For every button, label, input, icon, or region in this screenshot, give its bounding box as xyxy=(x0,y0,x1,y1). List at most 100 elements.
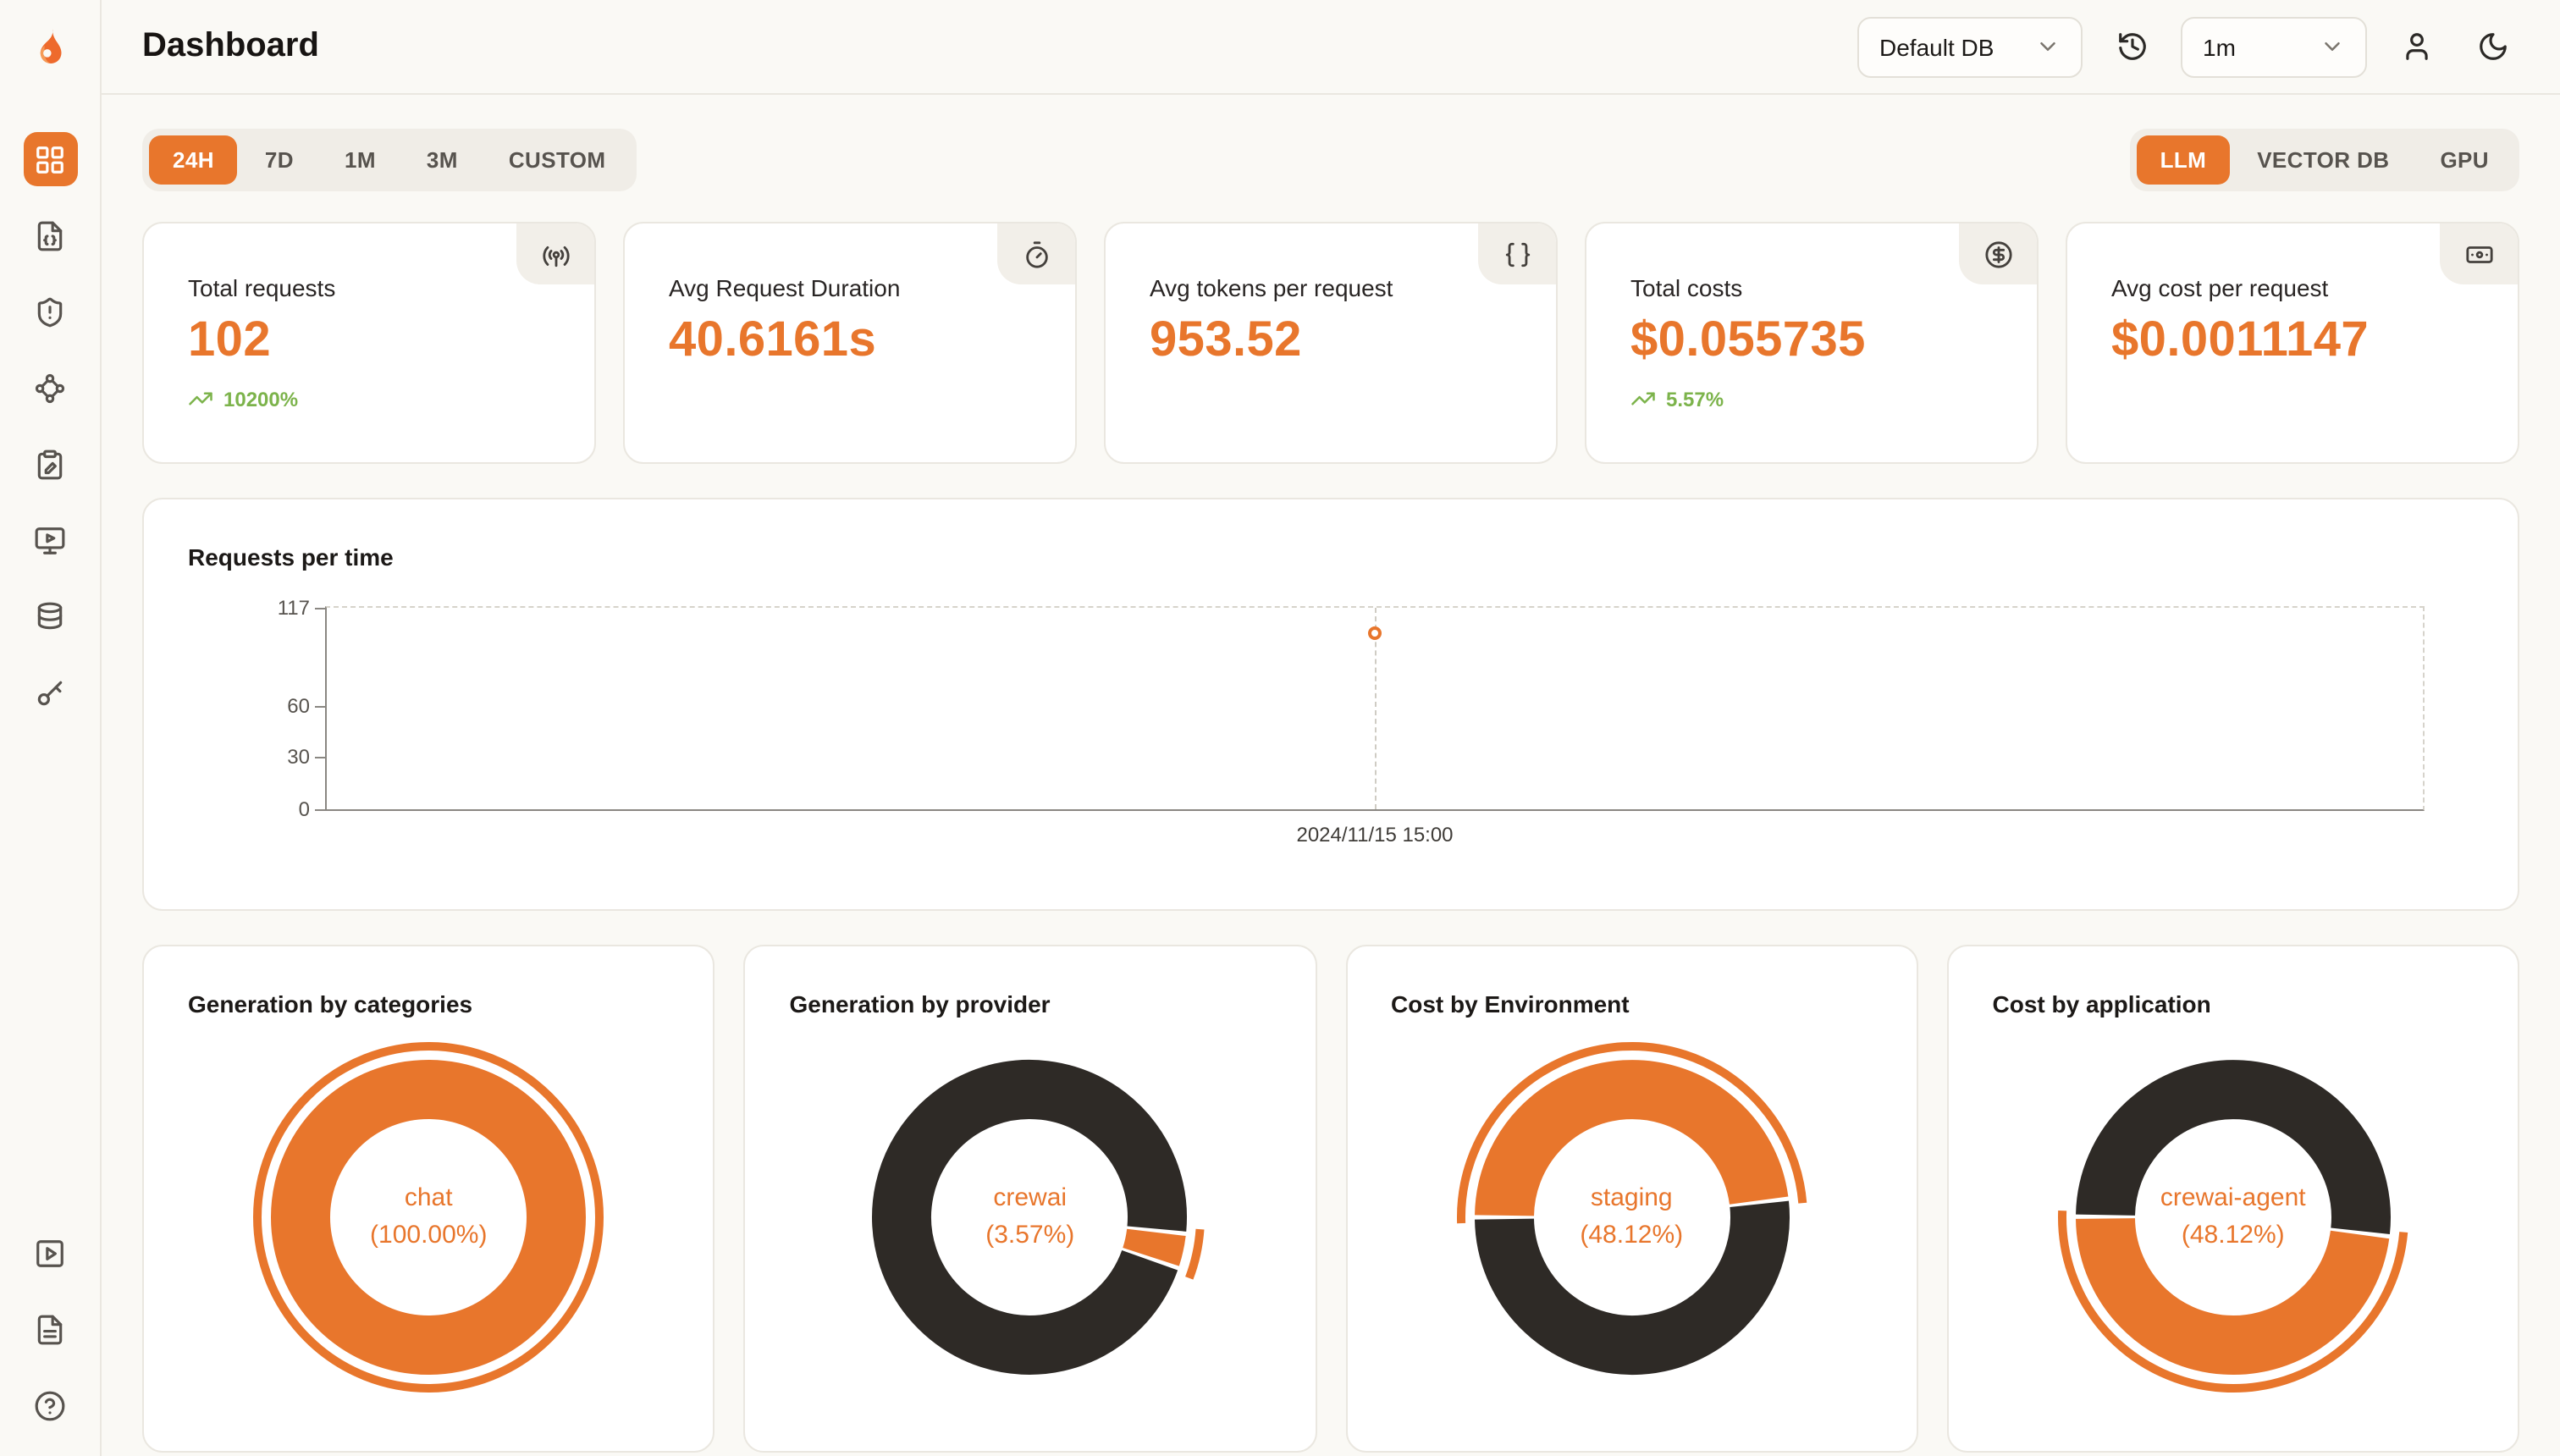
tab-1m[interactable]: 1M xyxy=(321,135,400,185)
donut-chart[interactable]: staging (48.12%) xyxy=(1452,1038,1811,1397)
tab-gpu[interactable]: GPU xyxy=(2416,135,2513,185)
filter-bar: 24H 7D 1M 3M CUSTOM LLM VECTOR DB GPU xyxy=(142,129,2519,191)
refresh-rate-select[interactable]: 1m xyxy=(2181,16,2367,77)
chart-title: Cost by application xyxy=(1992,990,2211,1018)
donut-chart[interactable]: chat (100.00%) xyxy=(249,1038,608,1397)
chevron-down-icon xyxy=(2040,42,2055,51)
stat-icon-badge xyxy=(1959,223,2037,284)
chart-title: Cost by Environment xyxy=(1391,990,1630,1018)
sidebar-item-traces[interactable] xyxy=(23,361,77,415)
database-icon xyxy=(37,601,63,629)
y-axis-tick-label: 117 xyxy=(277,596,310,620)
key-icon xyxy=(37,680,63,705)
tab-llm[interactable]: LLM xyxy=(2136,135,2231,185)
flame-logo-icon xyxy=(40,28,62,63)
stat-label: Avg cost per request xyxy=(2111,274,2329,301)
donut-chart[interactable]: crewai-agent (48.12%) xyxy=(2054,1038,2413,1397)
stat-label: Avg Request Duration xyxy=(669,274,901,301)
circle-dollar-icon xyxy=(1984,240,2011,267)
stat-value: 40.6161s xyxy=(669,313,877,367)
history-button[interactable] xyxy=(2105,19,2159,74)
page-title: Dashboard xyxy=(142,27,319,64)
main-area: Dashboard Default DB 1m xyxy=(102,0,2560,1456)
donut-chart[interactable]: crewai (3.57%) xyxy=(851,1038,1210,1397)
database-select-value: Default DB xyxy=(1879,33,1994,60)
chart-title: Requests per time xyxy=(188,543,394,571)
stat-icon-badge xyxy=(2440,223,2518,284)
donut-svg xyxy=(1456,1042,1807,1376)
sidebar-item-tutorials[interactable] xyxy=(23,1226,77,1280)
antenna-icon xyxy=(542,245,569,267)
stat-value: 102 xyxy=(188,313,271,367)
file-text-icon xyxy=(37,1314,63,1344)
sidebar-item-dashboard[interactable] xyxy=(23,132,77,186)
donuts-row: Generation by categories chat (100.00%) … xyxy=(142,945,2519,1453)
chevron-down-icon xyxy=(2325,42,2340,51)
tab-24h[interactable]: 24H xyxy=(149,135,238,185)
user-icon xyxy=(2405,33,2427,60)
tab-custom[interactable]: CUSTOM xyxy=(485,135,630,185)
stat-card-total-requests: Total requests 102 10200% xyxy=(142,222,596,464)
database-select[interactable]: Default DB xyxy=(1857,16,2083,77)
theme-toggle-button[interactable] xyxy=(2465,19,2519,74)
y-axis-tick-label: 30 xyxy=(287,745,310,769)
y-axis-tick-mark xyxy=(315,757,325,759)
sidebar-item-databases[interactable] xyxy=(23,589,77,643)
sidebar-footer-nav xyxy=(23,1226,77,1432)
data-point[interactable] xyxy=(1368,626,1382,641)
donut-card-generation-by-provider: Generation by provider crewai (3.57%) xyxy=(743,945,1316,1453)
y-axis-tick-mark xyxy=(315,608,325,609)
trending-up-icon xyxy=(1631,392,1655,405)
cursor-guide-line xyxy=(1375,608,1377,809)
history-icon xyxy=(2118,33,2145,60)
sidebar-item-help[interactable] xyxy=(23,1378,77,1432)
stat-value: 953.52 xyxy=(1150,313,1302,367)
file-json-icon xyxy=(37,220,63,251)
brand-logo[interactable] xyxy=(0,0,100,95)
donut-card-generation-by-categories: Generation by categories chat (100.00%) xyxy=(142,945,715,1453)
donut-svg xyxy=(872,1060,1206,1375)
sidebar-item-exceptions[interactable] xyxy=(23,284,77,339)
braces-icon xyxy=(1504,241,1530,267)
chart-title: Generation by categories xyxy=(188,990,473,1018)
stat-card-avg-cost-per-request: Avg cost per request $0.0011147 xyxy=(2066,222,2519,464)
donut-card-cost-by-environment: Cost by Environment staging (48.12%) xyxy=(1345,945,1918,1453)
header-controls: Default DB 1m xyxy=(1857,16,2519,77)
shield-alert-icon xyxy=(37,296,63,327)
requests-per-time-card: Requests per time 0 30 60 117 2024/11/15 15:… xyxy=(142,498,2519,911)
header: Dashboard Default DB 1m xyxy=(102,0,2560,95)
stat-label: Total costs xyxy=(1630,274,1743,301)
sidebar-item-evaluations[interactable] xyxy=(23,437,77,491)
sidebar-item-playground[interactable] xyxy=(23,513,77,567)
tab-7d[interactable]: 7D xyxy=(241,135,317,185)
dashboard-content: 24H 7D 1M 3M CUSTOM LLM VECTOR DB GPU xyxy=(102,95,2560,1456)
y-axis-tick-mark xyxy=(315,705,325,708)
banknote-icon xyxy=(2465,245,2492,262)
sidebar-item-documentation[interactable] xyxy=(23,1302,77,1356)
layout-grid-icon xyxy=(36,146,63,173)
time-range-tabs: 24H 7D 1M 3M CUSTOM xyxy=(142,129,637,191)
profile-button[interactable] xyxy=(2389,19,2443,74)
stat-delta: 10200% xyxy=(188,386,550,411)
donut-card-cost-by-application: Cost by application crewai-agent (48.12%… xyxy=(1946,945,2519,1453)
tab-3m[interactable]: 3M xyxy=(403,135,482,185)
x-axis-tick-label: 2024/11/15 15:00 xyxy=(1296,823,1454,847)
y-axis-tick-label: 60 xyxy=(287,693,310,718)
timer-icon xyxy=(1025,240,1047,267)
sidebar-item-api-keys[interactable] xyxy=(23,665,77,720)
refresh-rate-value: 1m xyxy=(2203,33,2236,60)
stat-card-avg-tokens-per-request: Avg tokens per request 953.52 xyxy=(1104,222,1558,464)
stats-row: Total requests 102 10200% Avg Request Du… xyxy=(142,222,2519,464)
donut-svg xyxy=(253,1042,604,1393)
mode-tabs: LLM VECTOR DB GPU xyxy=(2129,129,2519,191)
moon-icon xyxy=(2479,33,2506,60)
sidebar-item-requests[interactable] xyxy=(23,208,77,262)
stat-card-avg-request-duration: Avg Request Duration 40.6161s xyxy=(623,222,1077,464)
tab-vector-db[interactable]: VECTOR DB xyxy=(2233,135,2413,185)
waypoints-icon xyxy=(35,372,65,403)
y-axis-tick-mark xyxy=(315,809,325,811)
chart-title: Generation by provider xyxy=(789,990,1051,1018)
donut-svg xyxy=(2057,1060,2408,1393)
stat-value: $0.055735 xyxy=(1630,313,1866,367)
